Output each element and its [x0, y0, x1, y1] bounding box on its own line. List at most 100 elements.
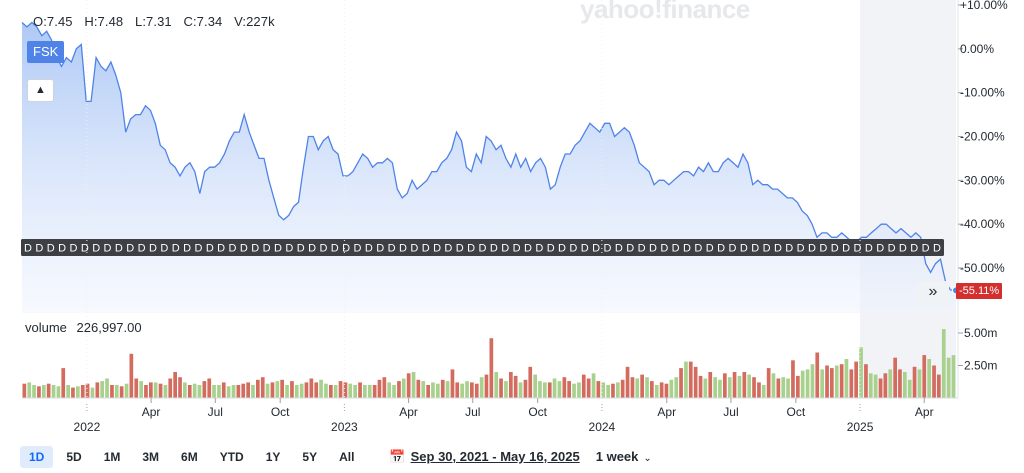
- dividend-marker[interactable]: D: [350, 239, 365, 256]
- dividend-marker[interactable]: D: [918, 239, 933, 256]
- interval-select[interactable]: 1 week ⌄: [596, 449, 652, 464]
- dividend-marker[interactable]: D: [895, 239, 910, 256]
- dividend-marker[interactable]: D: [555, 239, 570, 256]
- dividend-marker[interactable]: D: [168, 239, 183, 256]
- dividend-marker[interactable]: D: [861, 239, 876, 256]
- dividend-marker[interactable]: D: [123, 239, 138, 256]
- dividend-marker[interactable]: D: [418, 239, 433, 256]
- dividend-marker[interactable]: D: [532, 239, 547, 256]
- dividend-marker[interactable]: D: [714, 239, 729, 256]
- dividend-marker[interactable]: D: [248, 239, 263, 256]
- range-button-3m[interactable]: 3M: [142, 449, 160, 464]
- dividend-marker[interactable]: D: [907, 239, 922, 256]
- dividend-marker[interactable]: D: [305, 239, 320, 256]
- dividend-marker[interactable]: D: [191, 239, 206, 256]
- dividend-marker[interactable]: D: [577, 239, 592, 256]
- range-button-ytd[interactable]: YTD: [219, 449, 244, 464]
- dividend-marker[interactable]: D: [145, 239, 160, 256]
- dividend-marker[interactable]: D: [611, 239, 626, 256]
- range-button-6m[interactable]: 6M: [181, 449, 198, 464]
- symbol-tag[interactable]: FSK: [27, 41, 65, 63]
- scroll-to-latest-button[interactable]: »: [917, 281, 949, 305]
- dividend-marker[interactable]: D: [180, 239, 195, 256]
- dividend-marker[interactable]: D: [702, 239, 717, 256]
- dividend-marker[interactable]: D: [759, 239, 774, 256]
- dividend-marker[interactable]: D: [691, 239, 706, 256]
- dividend-marker[interactable]: D: [395, 239, 410, 256]
- dividend-marker[interactable]: D: [634, 239, 649, 256]
- dividend-marker[interactable]: D: [782, 239, 797, 256]
- dividend-marker[interactable]: D: [589, 239, 604, 256]
- dividend-marker[interactable]: D: [827, 239, 842, 256]
- dividend-marker[interactable]: D: [668, 239, 683, 256]
- dividend-marker[interactable]: D: [361, 239, 376, 256]
- dividend-marker[interactable]: D: [566, 239, 581, 256]
- ohlc-readout: O:7.45 H:7.48 L:7.31 C:7.34 V:227k: [33, 14, 275, 29]
- dividend-marker[interactable]: D: [259, 239, 274, 256]
- dividend-marker[interactable]: D: [384, 239, 399, 256]
- dividend-marker[interactable]: D: [43, 239, 58, 256]
- dividend-marker[interactable]: D: [134, 239, 149, 256]
- dividend-marker[interactable]: D: [850, 239, 865, 256]
- dividend-marker[interactable]: D: [884, 239, 899, 256]
- dividend-marker[interactable]: D: [543, 239, 558, 256]
- range-button-all[interactable]: All: [339, 449, 355, 464]
- collapse-button[interactable]: ▲: [27, 79, 54, 102]
- dividend-marker-label: D: [933, 243, 941, 255]
- dividend-marker[interactable]: D: [202, 239, 217, 256]
- dividend-marker[interactable]: D: [645, 239, 660, 256]
- dividend-marker[interactable]: D: [214, 239, 229, 256]
- dividend-marker[interactable]: D: [111, 239, 126, 256]
- dividend-marker[interactable]: D: [327, 239, 342, 256]
- range-button-5d[interactable]: 5D: [66, 449, 82, 464]
- dividend-marker[interactable]: D: [282, 239, 297, 256]
- dividend-marker[interactable]: D: [21, 239, 35, 256]
- dividend-marker[interactable]: D: [748, 239, 763, 256]
- dividend-marker[interactable]: D: [464, 239, 479, 256]
- dividend-marker[interactable]: D: [498, 239, 513, 256]
- price-chart[interactable]: +10.00% 0.00% -10.00% -20.00% -30.00% -40.00%…: [0, 0, 1024, 440]
- dividend-marker[interactable]: D: [157, 239, 172, 256]
- x-tick-label: Apr: [915, 405, 934, 419]
- range-button-5y[interactable]: 5Y: [302, 449, 318, 464]
- dividend-marker[interactable]: D: [770, 239, 785, 256]
- dividend-marker[interactable]: D: [475, 239, 490, 256]
- chart-area[interactable]: yahoo!finance +10.00% 0.00% -10.00% -20.00%…: [0, 0, 1024, 440]
- dividend-marker[interactable]: D: [805, 239, 820, 256]
- range-button-1y[interactable]: 1Y: [265, 449, 281, 464]
- dividend-marker[interactable]: D: [293, 239, 308, 256]
- dividend-marker[interactable]: D: [793, 239, 808, 256]
- dividend-marker[interactable]: D: [407, 239, 422, 256]
- dividend-marker[interactable]: D: [77, 239, 92, 256]
- dividend-marker[interactable]: D: [225, 239, 240, 256]
- dividend-marker[interactable]: D: [930, 239, 944, 256]
- date-range-picker[interactable]: 📅 Sep 30, 2021 - May 16, 2025: [389, 449, 579, 465]
- dividend-marker[interactable]: D: [66, 239, 81, 256]
- dividend-marker[interactable]: D: [736, 239, 751, 256]
- dividend-marker[interactable]: D: [623, 239, 638, 256]
- dividend-marker[interactable]: D: [657, 239, 672, 256]
- dividend-marker[interactable]: D: [873, 239, 888, 256]
- dividend-marker[interactable]: D: [430, 239, 445, 256]
- dividend-marker[interactable]: D: [680, 239, 695, 256]
- dividend-marker[interactable]: D: [270, 239, 285, 256]
- dividend-marker[interactable]: D: [55, 239, 70, 256]
- dividend-marker[interactable]: D: [316, 239, 331, 256]
- dividend-marker[interactable]: D: [725, 239, 740, 256]
- dividend-marker[interactable]: D: [452, 239, 467, 256]
- dividend-marker[interactable]: D: [509, 239, 524, 256]
- dividend-marker[interactable]: D: [236, 239, 251, 256]
- dividend-marker[interactable]: D: [89, 239, 104, 256]
- dividend-marker[interactable]: D: [373, 239, 388, 256]
- dividend-marker[interactable]: D: [486, 239, 501, 256]
- dividend-marker[interactable]: D: [816, 239, 831, 256]
- dividend-marker[interactable]: D: [600, 239, 615, 256]
- range-button-1d[interactable]: 1D: [20, 445, 54, 468]
- dividend-marker[interactable]: D: [339, 239, 354, 256]
- dividend-marker[interactable]: D: [441, 239, 456, 256]
- dividend-marker[interactable]: D: [32, 239, 47, 256]
- dividend-marker[interactable]: D: [520, 239, 535, 256]
- dividend-marker[interactable]: D: [100, 239, 115, 256]
- dividend-marker[interactable]: D: [839, 239, 854, 256]
- range-button-1m[interactable]: 1M: [103, 449, 121, 464]
